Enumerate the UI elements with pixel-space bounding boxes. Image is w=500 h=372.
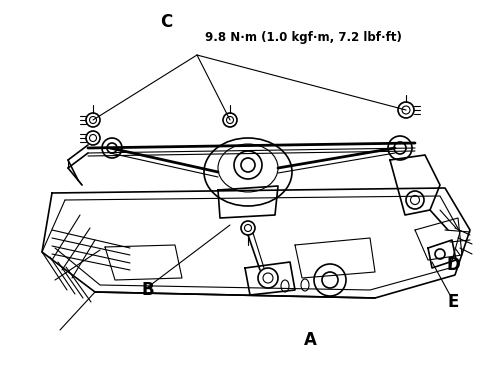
Text: D: D (446, 256, 460, 274)
Text: E: E (448, 293, 458, 311)
Text: C: C (160, 13, 172, 31)
Text: 9.8 N·m (1.0 kgf·m, 7.2 lbf·ft): 9.8 N·m (1.0 kgf·m, 7.2 lbf·ft) (205, 31, 402, 44)
Text: A: A (304, 331, 316, 349)
Text: B: B (142, 281, 154, 299)
